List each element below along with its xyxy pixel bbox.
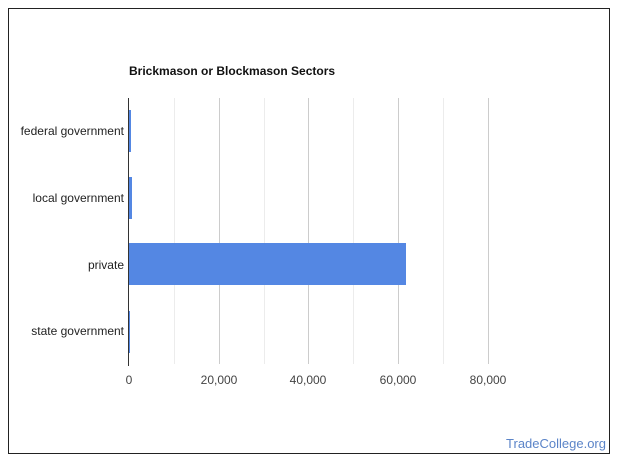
category-label: federal government [20,124,124,138]
gridline-minor [443,98,444,364]
gridline-major [219,98,220,364]
chart-frame [8,8,610,454]
watermark-link[interactable]: TradeCollege.org [506,436,606,451]
x-tick-label: 40,000 [289,373,327,387]
gridline-major [398,98,399,364]
bar-private[interactable] [129,243,406,285]
category-label: local government [32,191,124,205]
bar-federal-government[interactable] [129,110,131,152]
chart-title: Brickmason or Blockmason Sectors [129,64,336,78]
gridline-minor [264,98,265,364]
y-axis-line [128,98,129,366]
x-tick-label: 20,000 [200,373,238,387]
gridline-minor [353,98,354,364]
x-tick-label: 60,000 [379,373,417,387]
x-tick-label: 80,000 [469,373,507,387]
bar-local-government[interactable] [129,177,132,219]
gridline-minor [174,98,175,364]
plot-area [129,98,489,364]
bar-state-government[interactable] [129,311,130,353]
category-label: private [87,258,124,272]
gridline-major [488,98,489,364]
x-tick-label: 0 [125,373,133,387]
category-label: state government [31,324,124,338]
gridline-major [308,98,309,364]
